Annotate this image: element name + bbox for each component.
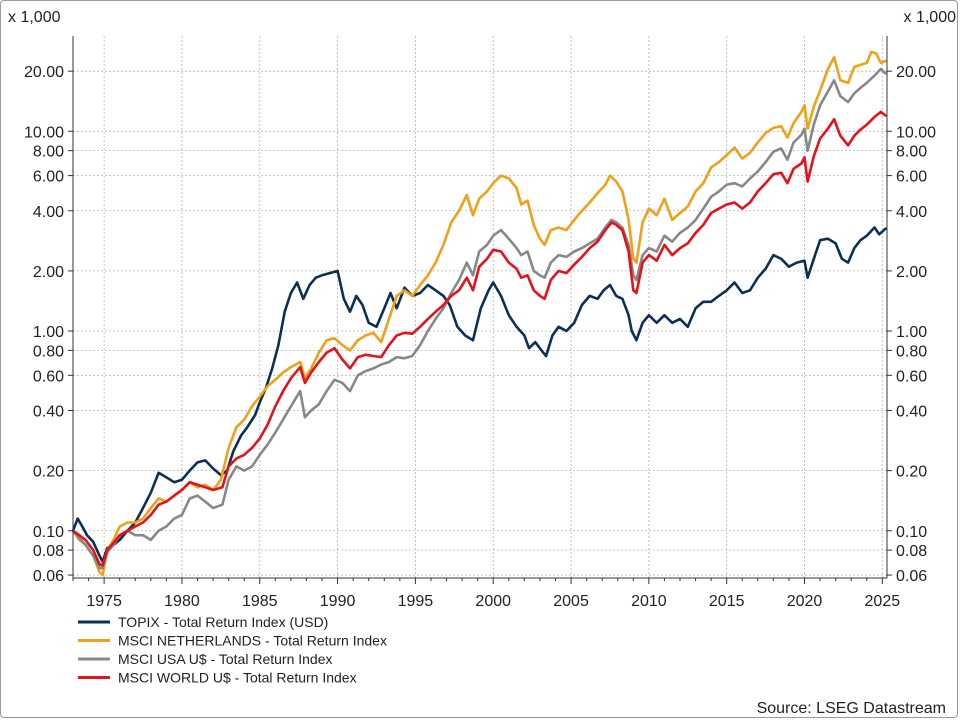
series-line-msci-netherlands-total-return-index (71, 50, 887, 577)
y-tick-label-right: 6.00 (896, 169, 927, 186)
y-tick-label-right: 0.80 (896, 343, 927, 360)
y-unit-label-left: x 1,000 (8, 9, 61, 26)
x-tick-label: 2015 (709, 593, 745, 610)
series-lines (71, 50, 887, 577)
y-tick-label-left: 0.40 (33, 404, 64, 421)
y-tick-label-right: 20.00 (896, 64, 936, 81)
series-line-topix-total-return-index-usd (71, 226, 887, 563)
y-tick-label-right: 1.00 (896, 324, 927, 341)
y-tick-label-right: 0.06 (896, 568, 927, 585)
y-tick-label-left: 0.20 (33, 464, 64, 481)
x-tick-label: 2025 (865, 593, 901, 610)
series-line-msci-usa-u-total-return-index (71, 67, 887, 570)
x-tick-label: 1980 (164, 593, 200, 610)
x-tick-label: 1995 (398, 593, 434, 610)
y-tick-label-left: 0.60 (33, 368, 64, 385)
series-line-msci-world-u-total-return-index (71, 110, 887, 567)
y-tick-label-left: 6.00 (33, 169, 64, 186)
y-tick-label-left: 0.10 (33, 524, 64, 541)
y-tick-label-right: 2.00 (896, 264, 927, 281)
y-tick-label-left: 20.00 (24, 64, 64, 81)
y-tick-label-right: 4.00 (896, 204, 927, 221)
x-tick-label: 2000 (475, 593, 511, 610)
y-tick-label-left: 8.00 (33, 144, 64, 161)
legend-label-msci-netherlands-total-return-index: MSCI NETHERLANDS - Total Return Index (118, 633, 387, 649)
y-tick-label-right: 0.08 (896, 543, 927, 560)
y-tick-label-left: 0.06 (33, 568, 64, 585)
legend-label-msci-usa-u-total-return-index: MSCI USA U$ - Total Return Index (118, 651, 333, 667)
x-tick-label: 1985 (242, 593, 278, 610)
x-tick-label: 2005 (553, 593, 589, 610)
x-tick-label: 2020 (787, 593, 823, 610)
y-tick-label-right: 0.40 (896, 404, 927, 421)
x-tick-label: 1975 (86, 593, 122, 610)
y-unit-label-right: x 1,000 (904, 9, 957, 26)
y-tick-label-left: 10.00 (24, 124, 64, 141)
y-tick-label-left: 2.00 (33, 264, 64, 281)
y-tick-label-right: 10.00 (896, 124, 936, 141)
y-tick-label-right: 8.00 (896, 144, 927, 161)
legend-label-msci-world-u-total-return-index: MSCI WORLD U$ - Total Return Index (118, 670, 357, 686)
y-tick-label-left: 4.00 (33, 204, 64, 221)
y-tick-label-right: 0.20 (896, 464, 927, 481)
y-tick-label-left: 1.00 (33, 324, 64, 341)
source-note: Source: LSEG Datastream (757, 700, 946, 717)
legend: TOPIX - Total Return Index (USD) MSCI NET… (78, 614, 387, 686)
x-tick-label: 1990 (320, 593, 356, 610)
legend-label-topix-total-return-index-usd: TOPIX - Total Return Index (USD) (118, 614, 328, 630)
y-tick-label-right: 0.10 (896, 524, 927, 541)
x-tick-label: 2010 (631, 593, 667, 610)
y-tick-label-right: 0.60 (896, 368, 927, 385)
y-tick-label-left: 0.08 (33, 543, 64, 560)
axes: 1975 1980 1985 1990 1995 2000 2005 2010 2015 2020… (24, 36, 936, 610)
y-tick-label-left: 0.80 (33, 343, 64, 360)
